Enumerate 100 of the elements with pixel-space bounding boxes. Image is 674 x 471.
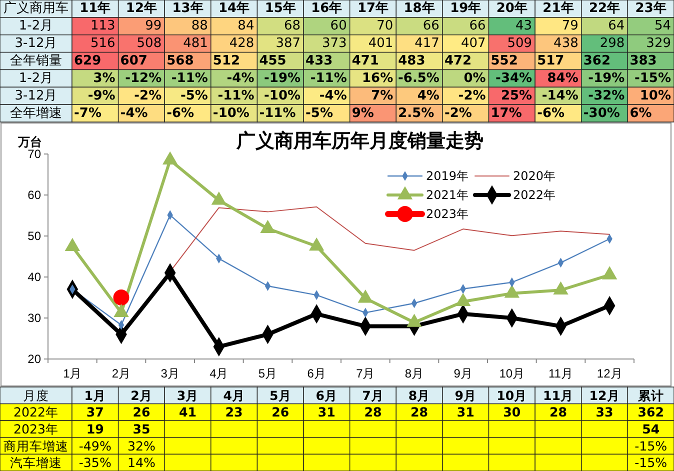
x-tick-label: 21年 bbox=[542, 1, 574, 16]
point bbox=[211, 192, 227, 205]
data-label: 41 bbox=[179, 404, 197, 420]
data-label: 30 bbox=[503, 404, 521, 420]
y-tick-label: 汽车增速 bbox=[10, 455, 62, 470]
x-tick-label: 8月 bbox=[404, 366, 424, 381]
point bbox=[260, 220, 276, 234]
data-label: 66 bbox=[469, 18, 486, 34]
y-axis-title: 万台 bbox=[17, 135, 42, 149]
data-label: -35% bbox=[78, 455, 112, 470]
data-label: 84% bbox=[547, 70, 578, 86]
y-tick-label: 2023年 bbox=[13, 422, 59, 436]
data-label: 383 bbox=[630, 54, 657, 68]
data-label: 629 bbox=[74, 54, 102, 68]
data-label: -11% bbox=[218, 88, 254, 104]
x-tick-label: 11月 bbox=[542, 388, 574, 403]
y-tick-label: 20 bbox=[28, 352, 42, 366]
data-label: 64 bbox=[608, 18, 625, 34]
data-label: 0% bbox=[464, 70, 486, 86]
x-tick-label: 2月 bbox=[112, 366, 131, 381]
data-label: 60 bbox=[330, 18, 347, 34]
data-label: 481 bbox=[183, 36, 208, 52]
data-label: -15% bbox=[634, 438, 668, 454]
data-label: 9% bbox=[352, 106, 374, 121]
data-label: 54 bbox=[642, 422, 660, 436]
x-tick-label: 11年 bbox=[80, 1, 111, 16]
data-label: -15% bbox=[634, 70, 671, 86]
data-label: 33 bbox=[596, 404, 614, 420]
x-tick-label: 8月 bbox=[408, 388, 430, 403]
data-label: 568 bbox=[166, 54, 194, 68]
y-tick-label: 50 bbox=[28, 228, 42, 243]
data-label: -11% bbox=[171, 70, 208, 86]
data-label: 31 bbox=[318, 404, 336, 420]
data-label: 433 bbox=[306, 54, 333, 68]
data-label: -12% bbox=[125, 70, 162, 86]
x-tick-label: 5月 bbox=[270, 388, 292, 403]
x-tick-label: 1月 bbox=[84, 388, 106, 403]
x-tick-label: 6月 bbox=[307, 366, 326, 381]
data-label: -11% bbox=[259, 106, 296, 121]
data-label: 84 bbox=[238, 18, 254, 34]
data-label: -9% bbox=[88, 88, 116, 104]
data-label: 88 bbox=[191, 18, 208, 34]
y-tick-label: 30 bbox=[28, 310, 42, 325]
data-label: 471 bbox=[352, 54, 379, 68]
data-label: -14% bbox=[542, 88, 578, 104]
y-axis-title: 广义商用车 bbox=[4, 1, 68, 16]
x-tick-label: 7月 bbox=[362, 388, 384, 403]
x-tick-label: 14年 bbox=[218, 1, 250, 16]
data-label: 6% bbox=[630, 106, 652, 121]
y-tick-label: 70 bbox=[28, 146, 42, 161]
y-tick-label: 全年增速 bbox=[10, 106, 62, 121]
data-label: 387 bbox=[276, 36, 301, 52]
data-label: 68 bbox=[284, 18, 301, 34]
x-tick-label: 17年 bbox=[357, 1, 389, 16]
x-tick-label: 19年 bbox=[450, 1, 482, 16]
data-label: 31 bbox=[456, 404, 474, 420]
data-label: 516 bbox=[90, 36, 116, 52]
data-label: 70 bbox=[376, 18, 394, 34]
x-tick-label: 4月 bbox=[223, 388, 245, 403]
chart-title: 广义商用车历年月度销量走势 bbox=[236, 130, 484, 152]
data-label: 14% bbox=[127, 455, 156, 470]
data-label: 508 bbox=[136, 36, 162, 52]
data-label: 472 bbox=[444, 54, 472, 68]
data-label: 37 bbox=[86, 404, 104, 420]
data-label: -7% bbox=[74, 106, 102, 121]
data-label: 512 bbox=[212, 54, 240, 68]
data-label: 28 bbox=[549, 404, 567, 420]
data-label: 552 bbox=[490, 54, 518, 68]
y-tick-label: 40 bbox=[28, 270, 42, 284]
data-label: -2% bbox=[444, 106, 472, 121]
data-label: 17% bbox=[490, 106, 522, 121]
y-tick-label: 3-12月 bbox=[14, 88, 58, 104]
x-tick-label: 9月 bbox=[454, 388, 476, 403]
data-label: 483 bbox=[398, 54, 426, 68]
data-label: -34% bbox=[496, 70, 532, 86]
data-label: 4% bbox=[417, 88, 440, 104]
data-label: 26 bbox=[272, 404, 290, 420]
data-label: 28 bbox=[410, 404, 428, 420]
data-label: 113 bbox=[90, 18, 116, 34]
data-label: 7% bbox=[371, 88, 394, 104]
data-label: -4% bbox=[226, 70, 254, 86]
data-label: 417 bbox=[414, 36, 440, 52]
data-label: 43 bbox=[516, 18, 532, 34]
legend-label: 2020年 bbox=[513, 169, 556, 183]
x-tick-label: 12月 bbox=[589, 388, 620, 403]
x-tick-label: 4月 bbox=[210, 366, 228, 381]
x-tick-label: 5月 bbox=[258, 366, 278, 381]
data-label: -6% bbox=[537, 106, 565, 121]
data-label: 401 bbox=[368, 36, 394, 52]
point bbox=[308, 237, 324, 251]
data-label: -6.5% bbox=[398, 70, 440, 86]
data-label: 455 bbox=[259, 54, 286, 68]
y-tick-label: 商用车增速 bbox=[4, 438, 68, 454]
x-tick-label: 22年 bbox=[588, 1, 620, 16]
y-tick-label: 2022年 bbox=[13, 404, 59, 420]
data-label: 373 bbox=[322, 36, 347, 52]
data-label: 362 bbox=[638, 404, 664, 420]
data-label: -30% bbox=[583, 106, 620, 121]
data-label: -2% bbox=[134, 88, 162, 104]
x-tick-label: 18年 bbox=[404, 1, 435, 16]
